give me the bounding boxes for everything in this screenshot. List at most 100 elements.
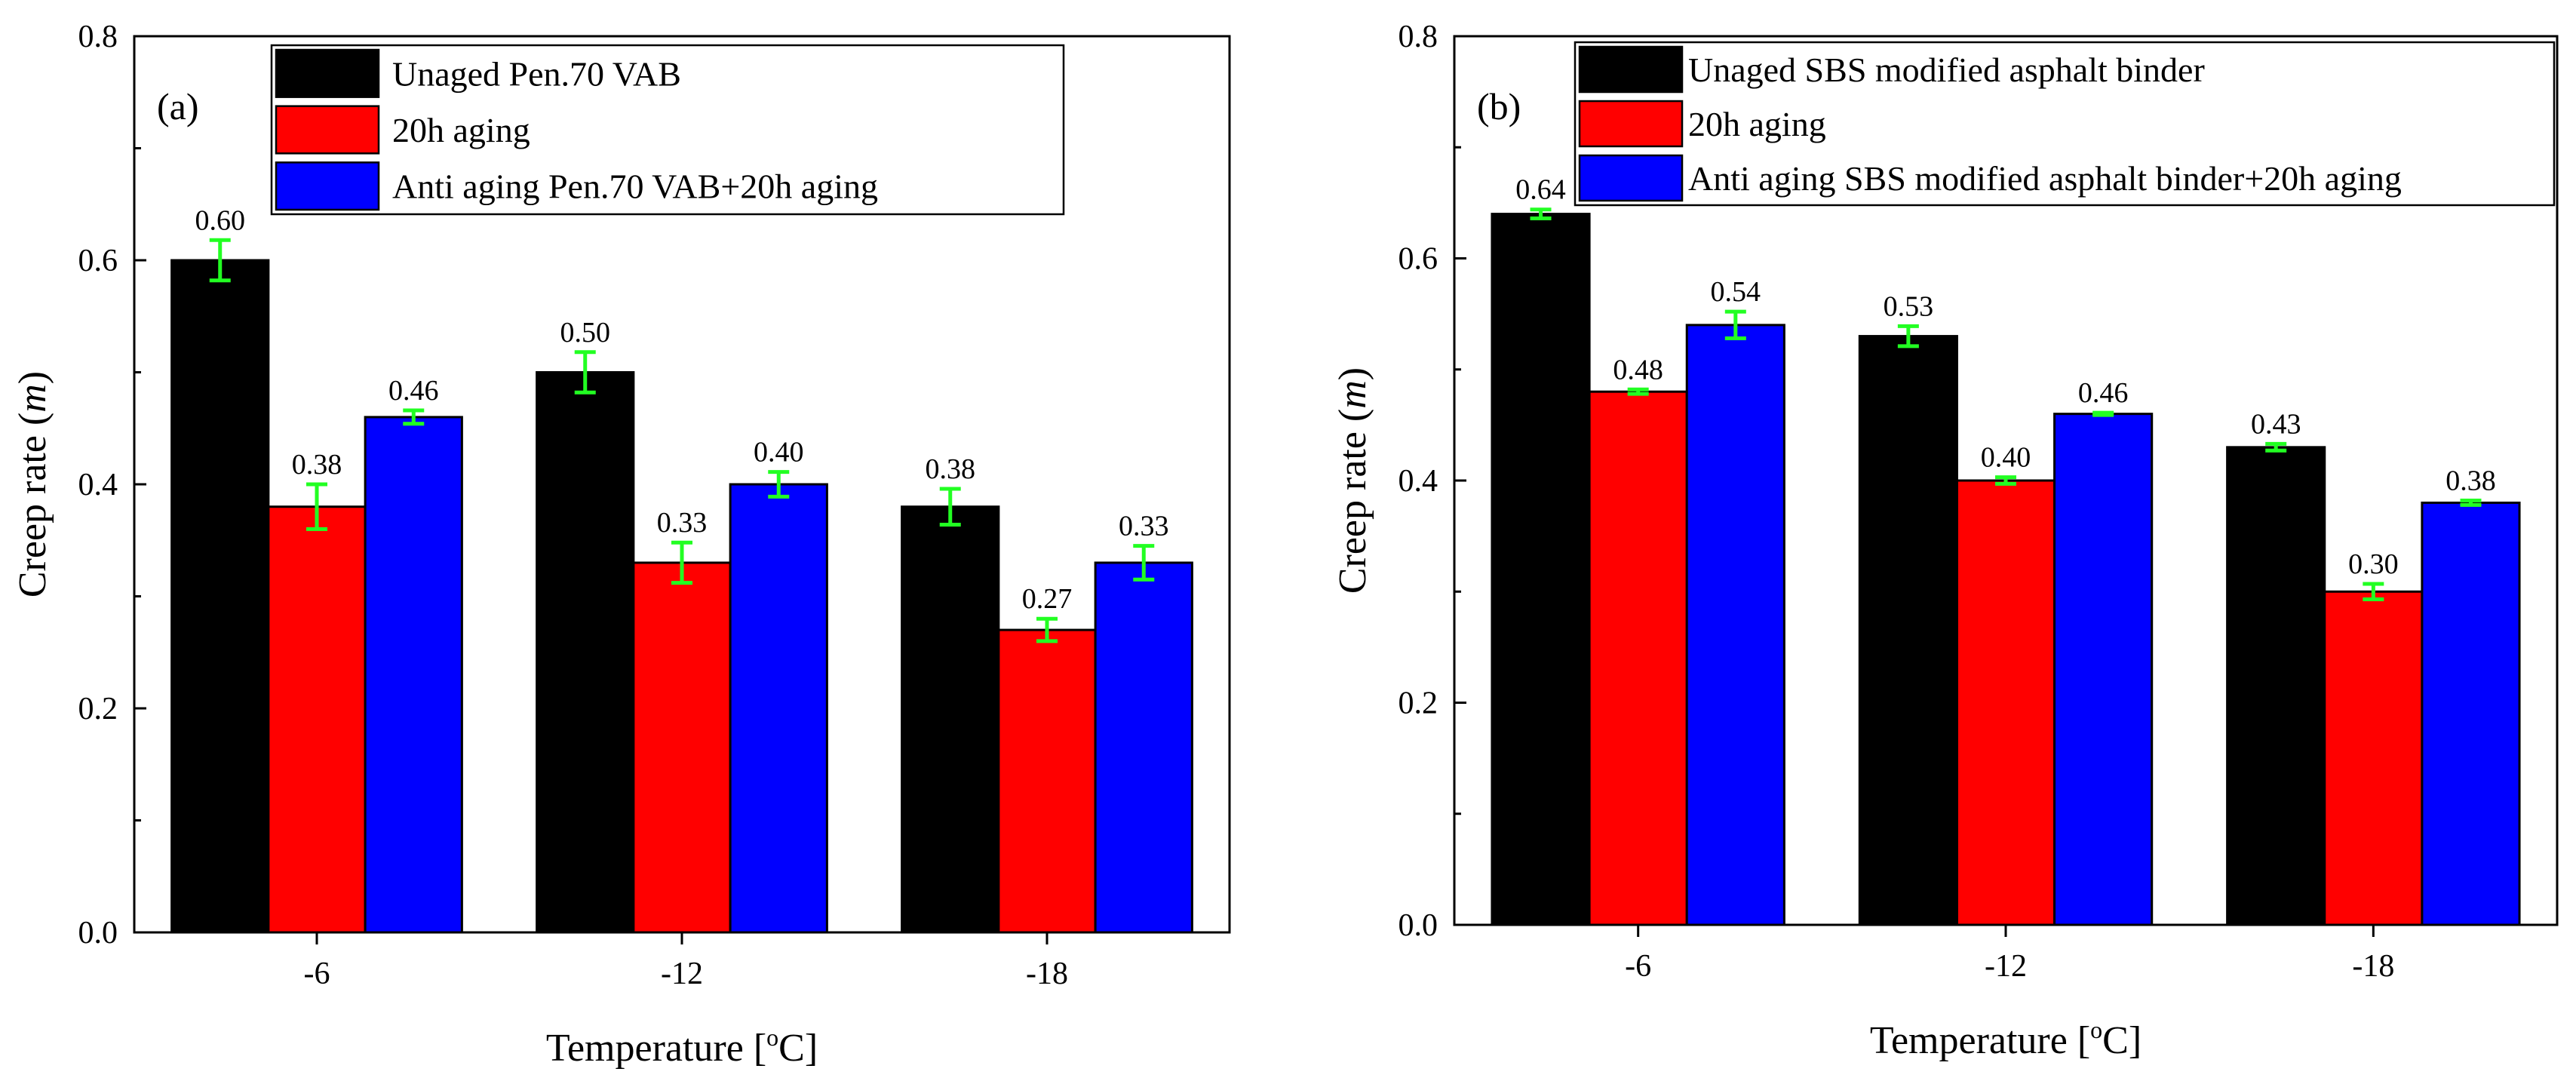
error-bar-a-s0-c1 <box>574 350 596 395</box>
bar-b-s0-c0 <box>1491 213 1591 926</box>
bar-b-s1-c0 <box>1588 390 1688 926</box>
legend-swatch <box>1578 100 1684 148</box>
y-tick-label: 0.4 <box>1399 464 1438 499</box>
bar-a-s0-c0 <box>170 259 270 934</box>
legend-label: Anti aging SBS modified asphalt binder+2… <box>1688 159 2402 198</box>
bar-a-s2-c2 <box>1094 561 1193 934</box>
bar-a-s2-c0 <box>364 416 463 934</box>
error-bar-a-s1-c0 <box>306 482 327 531</box>
error-bar-a-s2-c2 <box>1133 544 1155 582</box>
y-axis-title-a: Creep rate (m) <box>11 371 54 597</box>
error-bar-a-s0-c2 <box>939 487 961 527</box>
data-label-b-s1-c1: 0.40 <box>1981 442 2031 474</box>
bar-a-s1-c2 <box>997 628 1097 934</box>
data-label-a-s0-c0: 0.60 <box>195 204 245 236</box>
bar-b-s1-c1 <box>1955 479 2056 926</box>
error-bar-b-s2-c1 <box>2092 410 2114 417</box>
data-label-a-s1-c2: 0.27 <box>1022 583 1073 615</box>
legend-box <box>1574 41 2556 207</box>
data-label-b-s1-c0: 0.48 <box>1613 354 1663 385</box>
chart-panel-b: 0.64 0.53 0.43 0.48 0.40 0.30 0.54 0.46 0.38 0.0… <box>1331 20 2559 1062</box>
y-tick-label: 0.8 <box>1399 20 1438 54</box>
x-axis-title-a: Temperature [oC] <box>546 1024 818 1070</box>
error-bar-b-s2-c2 <box>2460 499 2482 507</box>
legend-label: Anti aging Pen.70 VAB+20h aging <box>392 167 878 206</box>
x-tick-label: -6 <box>1625 949 1651 984</box>
bar-a-s0-c2 <box>901 505 1000 934</box>
y-tick-label: 0.8 <box>78 20 118 54</box>
bar-b-s2-c2 <box>2421 501 2521 926</box>
legend-label: 20h aging <box>1688 105 1826 143</box>
legend-swatch <box>1578 45 1684 94</box>
x-axis-b: -6 -12 -18 <box>1625 925 2394 984</box>
y-tick-label: 0.4 <box>78 468 118 502</box>
error-bar-a-s1-c1 <box>671 540 692 585</box>
bar-a-s1-c0 <box>267 505 367 934</box>
chart-panel-a: 0.60 0.50 0.38 0.38 0.33 0.27 0.46 0.40 0.33 0.0… <box>11 20 1231 1070</box>
data-label-a-s1-c1: 0.33 <box>657 507 708 539</box>
error-bars-b <box>1530 207 2482 602</box>
data-label-a-s2-c0: 0.46 <box>388 375 439 407</box>
x-axis-a: -6 -12 -18 <box>304 932 1068 991</box>
panel-label-a: (a) <box>157 85 199 127</box>
legend-swatch <box>275 105 380 155</box>
data-label-b-s0-c2: 0.43 <box>2251 408 2301 440</box>
error-bar-b-s0-c0 <box>1530 207 1552 220</box>
error-bar-a-s0-c0 <box>209 238 231 283</box>
bars-a <box>170 259 1193 934</box>
error-bar-a-s1-c2 <box>1036 616 1058 643</box>
legend-swatch <box>275 48 380 98</box>
x-tick-label: -18 <box>2352 949 2394 984</box>
data-label-b-s2-c1: 0.46 <box>2078 377 2129 409</box>
data-label-a-s1-c0: 0.38 <box>292 449 342 481</box>
y-axis-a: 0.0 0.2 0.4 0.6 0.8 <box>78 20 146 950</box>
data-labels-a: 0.60 0.50 0.38 0.38 0.33 0.27 0.46 0.40 0.33 <box>195 204 1168 615</box>
data-label-a-s0-c2: 0.38 <box>925 453 975 485</box>
x-tick-label: -18 <box>1026 957 1068 991</box>
legend-swatch <box>1578 154 1684 202</box>
legend-a: Unaged Pen.70 VAB 20h aging Anti aging Pen… <box>270 44 1065 216</box>
error-bar-a-s2-c1 <box>768 470 790 499</box>
data-label-a-s2-c1: 0.40 <box>754 437 804 468</box>
x-tick-label: -12 <box>1985 949 2027 984</box>
error-bar-b-s0-c2 <box>2265 441 2287 453</box>
panel-label-b: (b) <box>1477 85 1521 127</box>
x-tick-label: -6 <box>304 957 330 991</box>
x-axis-title-b: Temperature [oC] <box>1870 1016 2142 1062</box>
bar-a-s0-c1 <box>536 371 635 934</box>
data-label-a-s0-c1: 0.50 <box>560 317 610 349</box>
data-label-b-s0-c0: 0.64 <box>1515 174 1566 206</box>
y-axis-b: 0.0 0.2 0.4 0.6 0.8 <box>1399 20 1466 943</box>
error-bar-a-s2-c0 <box>403 408 425 426</box>
bar-b-s2-c1 <box>2053 413 2154 926</box>
y-axis-title-b: Creep rate (m) <box>1331 367 1374 594</box>
data-label-b-s0-c1: 0.53 <box>1884 290 1934 322</box>
y-tick-label: 0.0 <box>1399 908 1438 943</box>
legend-b: Unaged SBS modified asphalt binder 20h ag… <box>1574 41 2556 207</box>
error-bar-b-s0-c1 <box>1897 324 1919 349</box>
y-tick-label: 0.6 <box>78 244 118 278</box>
error-bar-b-s1-c2 <box>2363 582 2384 602</box>
data-label-b-s2-c2: 0.38 <box>2446 465 2496 497</box>
y-tick-label: 0.6 <box>1399 242 1438 277</box>
bar-b-s1-c2 <box>2323 590 2424 926</box>
bar-b-s2-c0 <box>1685 324 1785 926</box>
error-bar-b-s1-c0 <box>1627 387 1649 396</box>
bar-b-s0-c2 <box>2226 446 2326 926</box>
bar-a-s2-c1 <box>729 483 828 934</box>
data-label-b-s1-c2: 0.30 <box>2348 548 2399 580</box>
bar-b-s0-c1 <box>1858 335 1958 926</box>
error-bars-a <box>209 238 1155 643</box>
y-tick-label: 0.2 <box>1399 686 1438 721</box>
legend-swatch <box>275 161 380 211</box>
legend-label: Unaged Pen.70 VAB <box>392 54 681 93</box>
data-label-a-s2-c2: 0.33 <box>1119 511 1169 542</box>
y-tick-label: 0.2 <box>78 692 118 726</box>
error-bar-b-s1-c1 <box>1995 475 2016 486</box>
legend-label: 20h aging <box>392 111 530 149</box>
legend-label: Unaged SBS modified asphalt binder <box>1688 51 2205 89</box>
legend-box <box>270 44 1065 216</box>
x-tick-label: -12 <box>661 957 703 991</box>
y-tick-label: 0.0 <box>78 916 118 950</box>
